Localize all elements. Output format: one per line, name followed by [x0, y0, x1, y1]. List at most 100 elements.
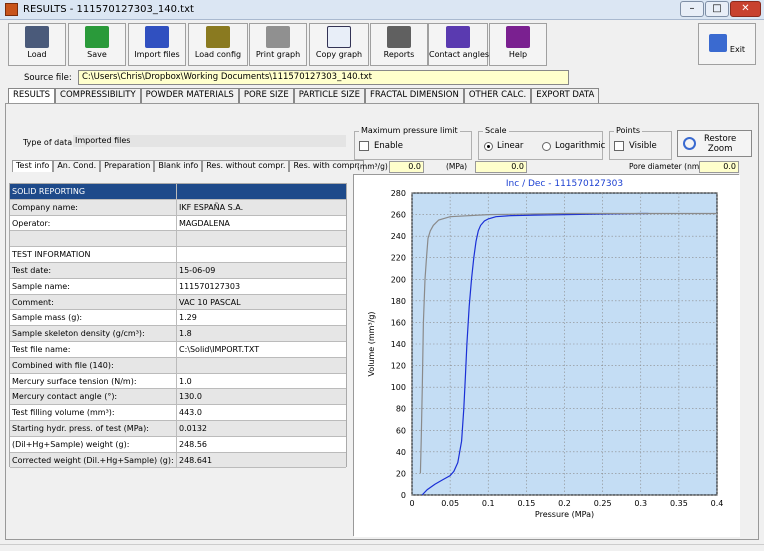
grid-row-value[interactable]: 248.641: [179, 455, 213, 465]
subtab-res-with-compr[interactable]: Res. with compr.: [289, 160, 364, 172]
grid-row-value[interactable]: 15-06-09: [179, 265, 216, 275]
reports-button[interactable]: Reports: [370, 23, 428, 66]
grid-row[interactable]: Test file name: C:\Solid\IMPORT.TXT: [10, 341, 346, 358]
grid-row-value[interactable]: [177, 184, 346, 199]
grid-row[interactable]: Comment: VAC 10 PASCAL: [10, 294, 346, 311]
subtab-blank-info[interactable]: Blank info: [154, 160, 203, 172]
grid-row-value[interactable]: 443.0: [179, 408, 202, 418]
grid-row[interactable]: Starting hydr. press. of test (MPa): 0.01…: [10, 420, 346, 437]
grid-row[interactable]: Company name: IKF ESPAÑA S.A.: [10, 199, 346, 216]
series-line: [419, 212, 649, 474]
restore-zoom-button[interactable]: Restore Zoom: [677, 130, 752, 157]
grid-row-value[interactable]: 1.0: [179, 376, 192, 386]
tab-particle-size[interactable]: PARTICLE SIZE: [293, 88, 365, 103]
scale-group: Scale Linear Logarithmic: [478, 126, 606, 160]
grid-row-value[interactable]: [177, 231, 346, 246]
y-tick-label: 200: [391, 275, 406, 284]
max-pressure-title: Maximum pressure limit: [359, 126, 460, 135]
minimize-button[interactable]: –: [680, 1, 704, 17]
subtab-test-info[interactable]: Test info: [12, 160, 54, 172]
help-book-icon: [506, 26, 530, 48]
grid-row-value[interactable]: VAC 10 PASCAL: [179, 297, 241, 307]
volume-readout-label: (mm³/g): [357, 162, 388, 171]
close-button[interactable]: ✕: [730, 1, 761, 17]
linear-radio[interactable]: [484, 141, 493, 151]
title-bar: RESULTS - 111570127303_140.txt – □ ✕: [0, 0, 764, 20]
tab-export-data[interactable]: EXPORT DATA: [531, 88, 600, 103]
grid-row[interactable]: TEST INFORMATION: [10, 247, 346, 263]
tab-fractal-dimension[interactable]: FRACTAL DIMENSION: [364, 88, 464, 103]
grid-row-value[interactable]: 1.8: [179, 329, 192, 339]
subtab-preparation[interactable]: Preparation: [100, 160, 155, 172]
grid-row-value[interactable]: 130.0: [179, 392, 202, 402]
tab-results[interactable]: RESULTS: [8, 88, 56, 103]
grid-row[interactable]: [10, 231, 346, 248]
maximize-button[interactable]: □: [705, 1, 729, 17]
source-file-field[interactable]: C:\Users\Chris\Dropbox\Working Documents…: [78, 70, 569, 85]
load-config-button[interactable]: Load config: [188, 23, 248, 66]
grid-row-label: (Dil+Hg+Sample) weight (g):: [10, 436, 177, 452]
grid-row-value[interactable]: [177, 247, 346, 262]
y-tick-label: 100: [391, 383, 406, 392]
source-file-label: Source file:: [24, 73, 72, 83]
volume-readout: 0.0: [389, 161, 424, 173]
grid-row-value[interactable]: 248.56: [179, 439, 207, 449]
grid-row[interactable]: Mercury surface tension (N/m): 1.0: [10, 373, 346, 390]
grid-row-value[interactable]: MAGDALENA: [179, 218, 230, 228]
tab-powder-materials[interactable]: POWDER MATERIALS: [140, 88, 239, 103]
x-tick-label: 0.35: [670, 499, 688, 508]
contact-angles-button[interactable]: Contact angles: [428, 23, 489, 66]
logarithmic-label: Logarithmic: [555, 141, 606, 151]
import-files-button[interactable]: Import files: [128, 23, 186, 66]
y-tick-label: 220: [391, 254, 406, 263]
grid-row[interactable]: SOLID REPORTING: [10, 184, 346, 200]
grid-row-value[interactable]: 1.29: [179, 313, 197, 323]
grid-row[interactable]: Test date: 15-06-09: [10, 262, 346, 279]
grid-row-label: [10, 231, 177, 247]
tab-compressibility[interactable]: COMPRESSIBILITY: [55, 88, 141, 103]
grid-row[interactable]: Sample skeleton density (g/cm³): 1.8: [10, 326, 346, 342]
save-button[interactable]: Save: [68, 23, 126, 66]
visible-label: Visible: [629, 141, 657, 151]
pressure-readout: 0.0: [475, 161, 527, 173]
logarithmic-radio[interactable]: [542, 141, 551, 151]
grid-row-label: TEST INFORMATION: [10, 247, 177, 262]
grid-row-label: Company name:: [10, 199, 177, 215]
enable-label: Enable: [374, 141, 403, 151]
grid-row[interactable]: (Dil+Hg+Sample) weight (g): 248.56: [10, 436, 346, 453]
grid-row-label: Combined with file (140):: [10, 357, 177, 373]
grid-row[interactable]: Corrected weight (Dil.+Hg+Sample) (g): 24…: [10, 452, 346, 469]
grid-row-value[interactable]: [177, 358, 346, 373]
status-bar: [0, 544, 764, 551]
copy-graph-button[interactable]: Copy graph: [309, 23, 369, 66]
points-group: Points Visible: [609, 126, 672, 160]
grid-row-label: Test file name:: [10, 341, 177, 357]
enable-checkbox[interactable]: [359, 141, 369, 151]
grid-row[interactable]: Operator: MAGDALENA: [10, 215, 346, 232]
grid-row-value[interactable]: IKF ESPAÑA S.A.: [179, 202, 244, 212]
grid-row-value[interactable]: 0.0132: [179, 423, 207, 433]
tab-pore-size[interactable]: PORE SIZE: [238, 88, 294, 103]
help-button[interactable]: Help: [489, 23, 547, 66]
grid-row-label: Mercury contact angle (°):: [10, 389, 177, 405]
subtab-an-cond[interactable]: An. Cond.: [53, 160, 101, 172]
sub-tabs: Test info An. Cond. Preparation Blank in…: [12, 160, 364, 172]
load-button[interactable]: Load: [8, 23, 66, 66]
print-graph-button[interactable]: Print graph: [249, 23, 307, 66]
grid-row-value[interactable]: C:\Solid\IMPORT.TXT: [179, 344, 260, 354]
grid-row-value[interactable]: 111570127303: [179, 281, 241, 291]
exit-button[interactable]: Exit: [698, 23, 756, 65]
visible-checkbox[interactable]: [614, 141, 624, 151]
grid-row[interactable]: Test filling volume (mm³): 443.0: [10, 405, 346, 421]
x-tick-label: 0.05: [441, 499, 459, 508]
subtab-res-without-compr[interactable]: Res. without compr.: [202, 160, 290, 172]
intrusion-chart[interactable]: 0 20 40 60 80 100 120 140 160 180 200 220 240 260 280 0…: [354, 175, 740, 537]
grid-row[interactable]: Combined with file (140):: [10, 357, 346, 374]
grid-row[interactable]: Sample name: 111570127303: [10, 278, 346, 295]
tab-other-calc[interactable]: OTHER CALC.: [463, 88, 532, 103]
grid-row[interactable]: Sample mass (g): 1.29: [10, 310, 346, 327]
grid-row-label: Comment:: [10, 294, 177, 310]
load-disks-icon: [25, 26, 49, 48]
y-tick-label: 60: [396, 426, 406, 435]
grid-row[interactable]: Mercury contact angle (°): 130.0: [10, 389, 346, 406]
